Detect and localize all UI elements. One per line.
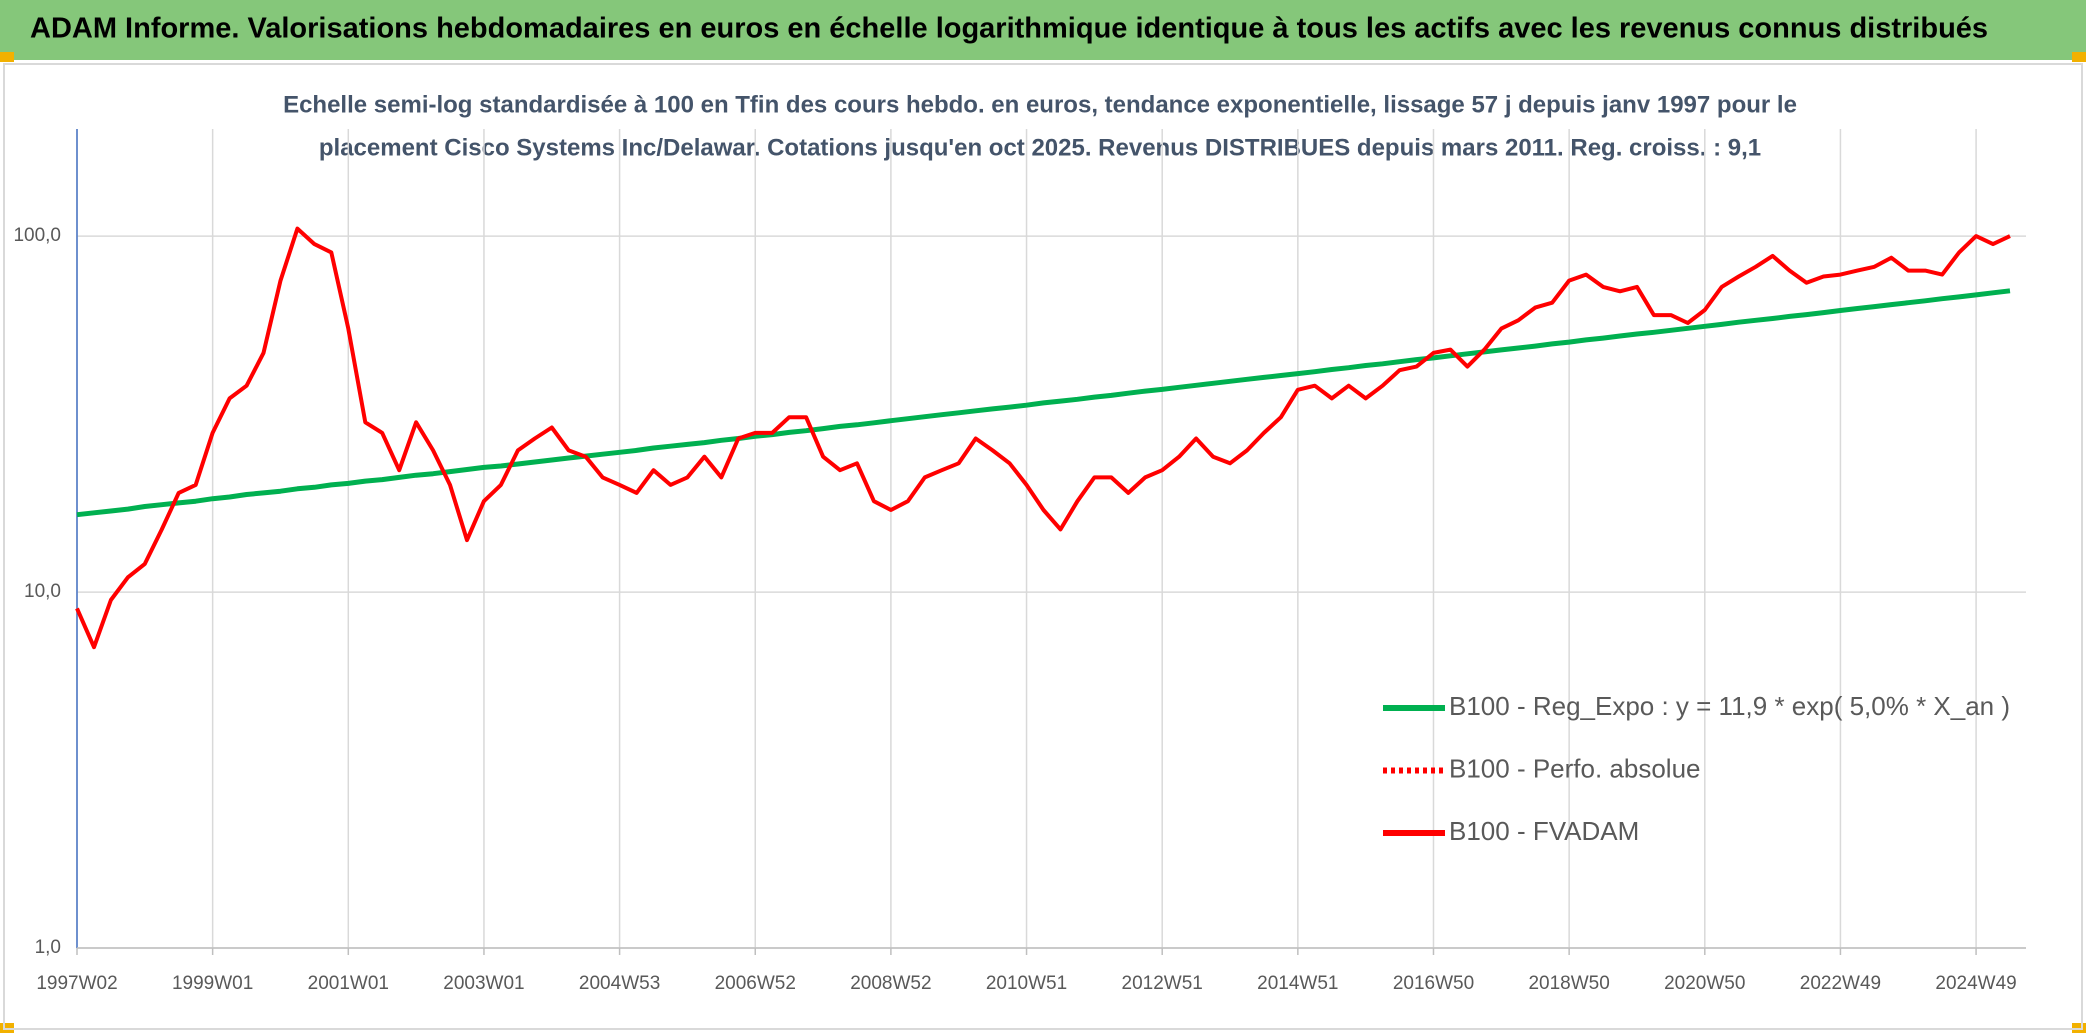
legend-label: B100 - Reg_Expo : y = 11,9 * exp( 5,0% *… <box>1449 691 2010 721</box>
x-tick-label: 1999W01 <box>172 973 253 994</box>
x-tick-label: 2012W51 <box>1122 973 1203 994</box>
y-tick-label: 10,0 <box>24 581 61 602</box>
x-tick-label: 1997W02 <box>36 973 117 994</box>
chart-frame <box>3 63 2083 1030</box>
x-tick-label: 2024W49 <box>1935 973 2016 994</box>
x-tick-label: 2006W52 <box>715 973 796 994</box>
y-tick-label: 1,0 <box>35 937 61 958</box>
chart-subtitle: Echelle semi-log standardisée à 100 en T… <box>283 91 1797 118</box>
y-tick-label: 100,0 <box>13 225 61 246</box>
x-tick-label: 2018W50 <box>1528 973 1609 994</box>
chart-title: ADAM Informe. Valorisations hebdomadaire… <box>30 13 1988 45</box>
series-line <box>75 226 2011 650</box>
x-tick-label: 2016W50 <box>1393 973 1474 994</box>
legend-label: B100 - FVADAM <box>1449 816 1639 846</box>
x-tick-label: 2010W51 <box>986 973 1067 994</box>
x-tick-label: 2004W53 <box>579 973 660 994</box>
corner-mark <box>0 52 14 62</box>
header-bar <box>0 0 2086 60</box>
legend-label: B100 - Perfo. absolue <box>1449 753 1701 783</box>
x-tick-label: 2014W51 <box>1257 973 1338 994</box>
series-line <box>76 288 2011 518</box>
corner-mark <box>2072 52 2086 62</box>
x-tick-label: 2003W01 <box>443 973 524 994</box>
x-tick-label: 2022W49 <box>1800 973 1881 994</box>
x-tick-label: 2001W01 <box>308 973 389 994</box>
x-tick-label: 2020W50 <box>1664 973 1745 994</box>
x-tick-label: 2008W52 <box>850 973 931 994</box>
chart-subtitle: placement Cisco Systems Inc/Delawar. Cot… <box>319 134 1761 161</box>
